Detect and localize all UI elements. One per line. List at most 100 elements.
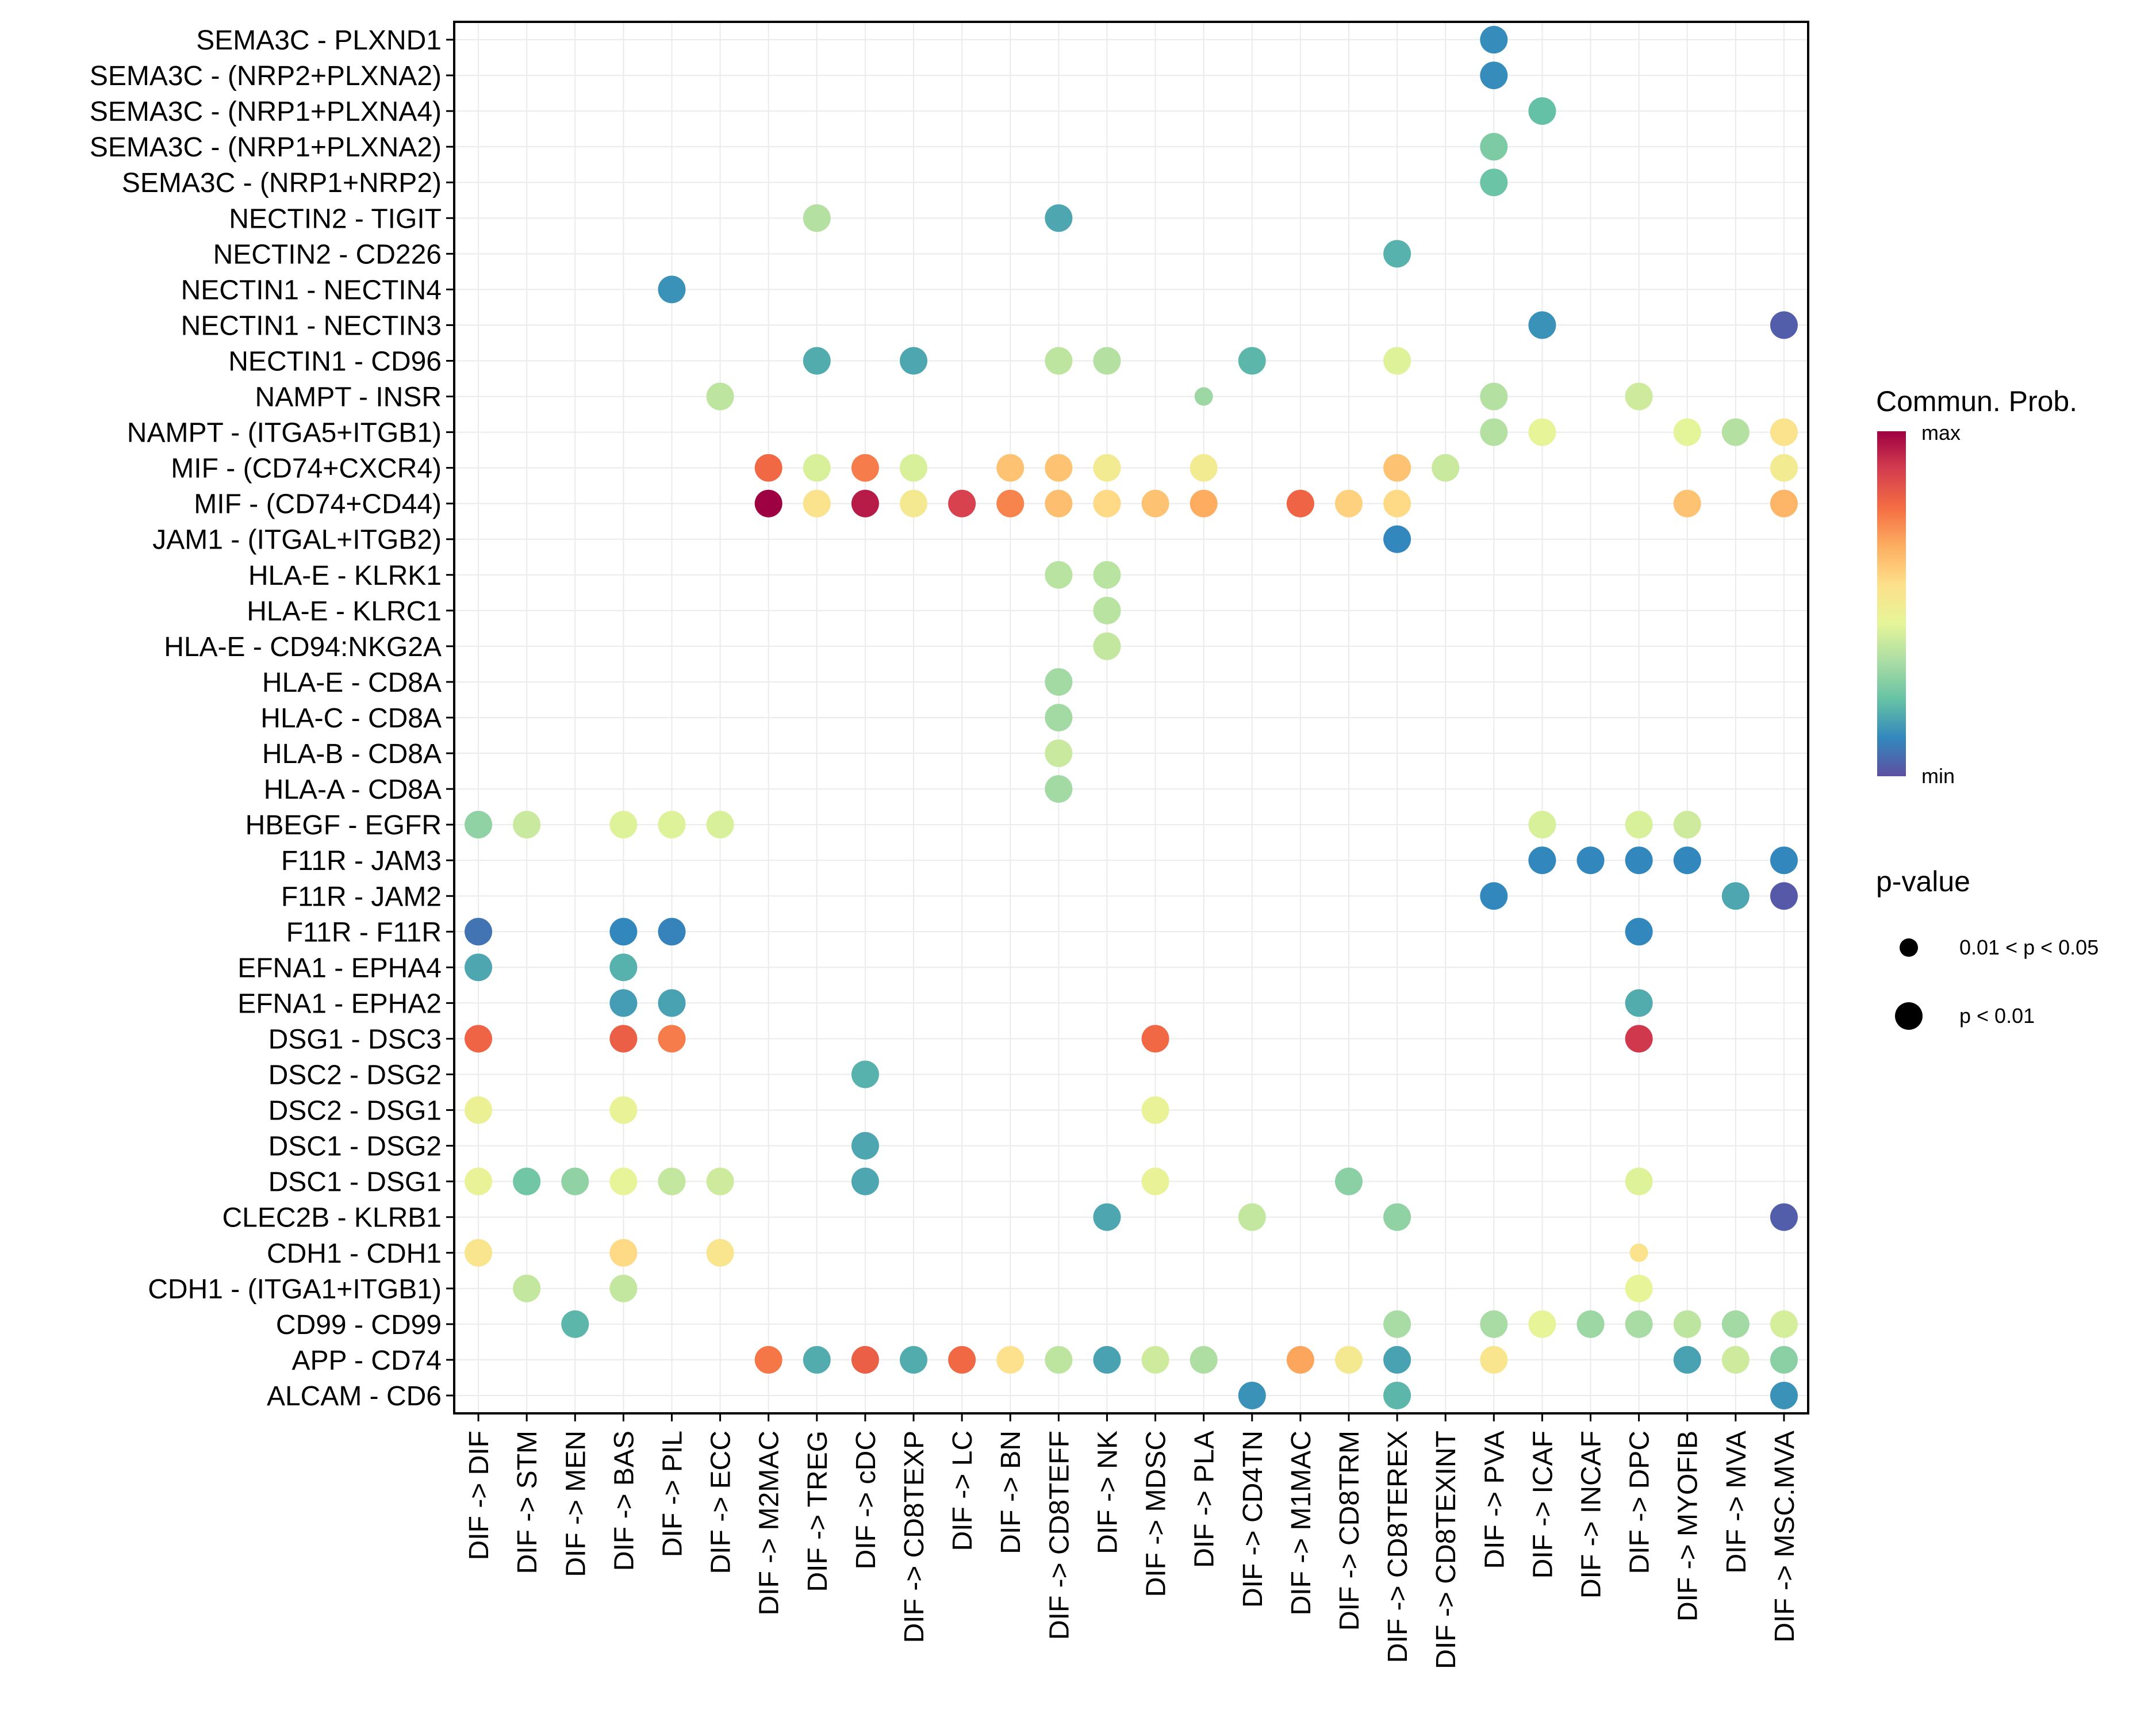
data-point	[1383, 489, 1411, 518]
data-point	[1286, 1346, 1314, 1374]
y-tick-label: NECTIN1 - NECTIN4	[181, 275, 442, 305]
data-point	[1383, 240, 1411, 268]
x-tick-label: DIF -> PLA	[1190, 1431, 1220, 1568]
x-tick-label: DIF -> CD8TRM	[1334, 1431, 1365, 1631]
y-tick-label: CLEC2B - KLRB1	[222, 1203, 442, 1233]
data-point	[1625, 811, 1653, 839]
y-tick-label: NAMPT - (ITGA5+ITGB1)	[127, 418, 442, 448]
data-point	[465, 811, 493, 839]
data-point	[1480, 1346, 1508, 1374]
pvalue-legend-large-dot	[1895, 1002, 1923, 1030]
data-point	[1673, 846, 1701, 875]
y-tick-label: SEMA3C - (NRP1+PLXNA2)	[90, 132, 442, 163]
y-tick-label: SEMA3C - (NRP1+NRP2)	[122, 168, 442, 198]
data-point	[609, 918, 638, 946]
data-point	[1093, 561, 1121, 589]
data-point	[1093, 489, 1121, 518]
data-point	[1480, 168, 1508, 197]
data-point	[1141, 489, 1169, 518]
data-point	[1721, 1346, 1750, 1374]
data-point	[658, 1167, 686, 1195]
data-point	[1383, 1346, 1411, 1374]
y-tick-label: NECTIN1 - CD96	[228, 346, 442, 377]
data-point	[1334, 1346, 1363, 1374]
data-point	[658, 1025, 686, 1053]
x-tick-label: DIF -> ECC	[706, 1431, 736, 1574]
y-axis: SEMA3C - PLXND1 SEMA3C - (NRP2+PLXNA2) SEM…	[90, 25, 454, 1412]
color-legend-title: Commun. Prob.	[1876, 385, 2077, 417]
data-point	[1141, 1346, 1169, 1374]
data-point	[513, 1167, 541, 1195]
y-tick-label: EFNA1 - EPHA2	[237, 988, 442, 1019]
data-point	[1383, 1381, 1411, 1409]
data-point	[561, 1310, 589, 1338]
y-tick-label: F11R - JAM2	[281, 881, 442, 912]
data-point	[1625, 1025, 1653, 1053]
pvalue-legend-large-label: p < 0.01	[1959, 1004, 2035, 1028]
data-point	[1383, 347, 1411, 375]
data-point	[900, 1346, 928, 1374]
x-tick-label: DIF -> INCAF	[1576, 1431, 1607, 1598]
y-tick-label: SEMA3C - (NRP1+PLXNA4)	[90, 97, 442, 127]
y-tick-label: EFNA1 - EPHA4	[237, 953, 442, 983]
data-point	[1528, 418, 1556, 446]
data-point	[851, 1167, 879, 1195]
data-point	[609, 989, 638, 1017]
data-point	[754, 1346, 782, 1374]
data-point	[1576, 846, 1605, 875]
data-point	[1045, 775, 1073, 803]
data-point	[1770, 1381, 1798, 1409]
data-point	[803, 347, 831, 375]
data-point	[1045, 347, 1073, 375]
data-point	[996, 489, 1025, 518]
y-tick-label: DSG1 - DSC3	[268, 1024, 442, 1055]
data-point	[1770, 418, 1798, 446]
data-point	[1093, 632, 1121, 660]
data-point	[1238, 1381, 1266, 1409]
data-point	[1625, 989, 1653, 1017]
data-point	[609, 1274, 638, 1302]
data-point	[1625, 918, 1653, 946]
data-point	[1383, 1203, 1411, 1231]
data-point	[609, 1167, 638, 1195]
x-tick-label: DIF -> CD8TEXINT	[1431, 1431, 1461, 1669]
y-tick-label: SEMA3C - PLXND1	[196, 25, 442, 56]
data-point	[1383, 454, 1411, 482]
x-tick-label: DIF -> PIL	[657, 1431, 688, 1557]
y-tick-label: MIF - (CD74+CXCR4)	[171, 454, 442, 484]
data-point	[1673, 418, 1701, 446]
pvalue-legend-small-label: 0.01 < p < 0.05	[1959, 936, 2099, 959]
data-point	[1093, 596, 1121, 624]
y-tick-label: HLA-A - CD8A	[264, 775, 442, 805]
data-point	[1045, 739, 1073, 768]
data-point	[1528, 97, 1556, 125]
data-point	[1770, 311, 1798, 339]
data-point	[1334, 1167, 1363, 1195]
data-point	[754, 454, 782, 482]
y-tick-label: CDH1 - CDH1	[267, 1239, 442, 1269]
y-tick-label: HLA-E - KLRK1	[248, 561, 442, 591]
data-point	[851, 1346, 879, 1374]
data-point	[1141, 1096, 1169, 1124]
data-point	[1190, 489, 1218, 518]
data-point	[658, 811, 686, 839]
data-point	[1480, 133, 1508, 161]
data-point	[465, 1239, 493, 1267]
x-tick-label: DIF -> BAS	[609, 1431, 639, 1571]
pvalue-legend-small-dot	[1900, 938, 1918, 957]
y-tick-label: JAM1 - (ITGAL+ITGB2)	[152, 525, 442, 555]
data-point	[1528, 311, 1556, 339]
data-point	[1480, 1310, 1508, 1338]
y-tick-label: DSC2 - DSG2	[268, 1060, 442, 1091]
x-tick-label: DIF -> DIF	[464, 1431, 494, 1560]
data-point	[948, 489, 976, 518]
y-tick-label: HLA-E - CD8A	[262, 668, 442, 698]
data-point	[1528, 811, 1556, 839]
x-tick-label: DIF -> CD8TEREX	[1383, 1431, 1413, 1663]
x-tick-label: DIF -> LC	[947, 1431, 978, 1551]
y-tick-label: DSC1 - DSG2	[268, 1132, 442, 1162]
data-point	[1383, 525, 1411, 553]
y-tick-label: CDH1 - (ITGA1+ITGB1)	[148, 1274, 442, 1305]
data-point	[1721, 1310, 1750, 1338]
